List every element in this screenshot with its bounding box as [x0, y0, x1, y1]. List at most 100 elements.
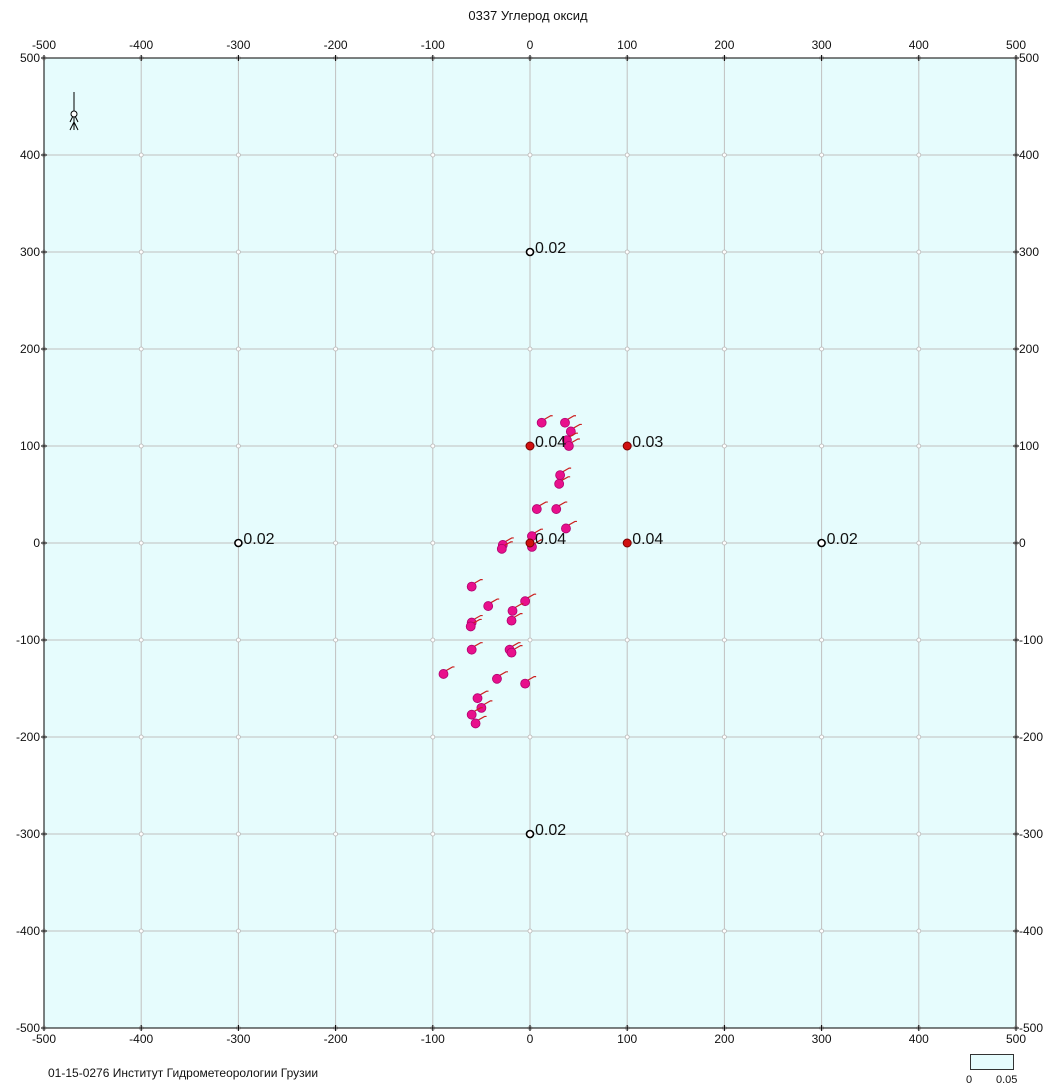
y-tick-label-right: 0	[1019, 536, 1026, 550]
source-flag	[514, 603, 524, 609]
receptor-point	[525, 829, 535, 839]
y-tick-label-right: 200	[1019, 342, 1039, 356]
source-flag	[472, 618, 482, 624]
y-tick-label-left: -400	[16, 924, 40, 938]
source-flag	[489, 598, 500, 604]
source-flag	[526, 593, 537, 599]
x-tick-label-top: -300	[226, 38, 250, 52]
x-tick-label-bottom: -500	[32, 1032, 56, 1046]
x-tick-label-bottom: 400	[909, 1032, 929, 1046]
y-tick-label-right: 500	[1019, 51, 1039, 65]
grid-node	[333, 928, 339, 934]
legend-swatch	[970, 1054, 1014, 1070]
grid-node	[722, 152, 727, 158]
y-tick-label-right: 300	[1019, 245, 1039, 259]
source-point	[472, 693, 483, 704]
source-point	[560, 417, 570, 428]
grid-node	[819, 637, 824, 643]
source-point	[466, 581, 477, 592]
grid-node	[235, 249, 241, 255]
receptor-point	[817, 538, 826, 548]
grid-node	[819, 249, 824, 255]
receptor-label: 0.02	[535, 240, 566, 257]
grid-node	[235, 637, 241, 643]
source-flag	[572, 423, 582, 429]
grid-node	[138, 249, 144, 255]
source-flag	[543, 415, 553, 421]
grid-node	[333, 831, 339, 837]
source-point	[466, 709, 477, 720]
grid-node	[624, 831, 630, 837]
grid-node	[819, 734, 824, 740]
grid-node	[624, 734, 630, 740]
grid-node	[333, 443, 339, 449]
grid-node	[527, 637, 533, 643]
y-tick-label-left: 200	[20, 342, 40, 356]
y-tick-label-left: -300	[16, 827, 40, 841]
grid-node	[624, 637, 630, 643]
grid-node	[235, 152, 241, 158]
grid-node	[430, 928, 436, 934]
x-tick-label-top: 200	[714, 38, 734, 52]
grid-node	[527, 734, 533, 740]
source-flag	[473, 614, 483, 621]
grid-node	[624, 152, 630, 158]
receptor-point	[525, 247, 535, 257]
grid-node	[333, 734, 339, 740]
grid-node	[916, 540, 922, 546]
source-point	[563, 441, 574, 451]
grid-node	[333, 249, 339, 255]
grid-node	[722, 346, 727, 352]
grid-node	[138, 831, 144, 837]
grid-node	[722, 831, 727, 837]
source-flag	[445, 666, 455, 672]
source-flag	[538, 501, 548, 507]
y-tick-label-left: 400	[20, 148, 40, 162]
x-tick-label-top: -400	[129, 38, 153, 52]
source-flag	[533, 528, 543, 534]
y-tick-label-left: -500	[16, 1021, 40, 1035]
grid-node	[430, 346, 436, 352]
receptor-label: 0.02	[243, 531, 274, 548]
y-tick-label-right: -500	[1019, 1021, 1043, 1035]
source-flag	[483, 700, 493, 706]
source-flag	[479, 690, 489, 696]
source-flag	[503, 541, 513, 547]
x-tick-label-top: 500	[1006, 38, 1026, 52]
grid-node	[235, 443, 241, 449]
grid-node	[624, 928, 630, 934]
grid-node	[916, 346, 922, 352]
grid-node	[722, 637, 727, 643]
y-tick-label-left: 100	[20, 439, 40, 453]
source-flag	[566, 415, 576, 421]
grid-node	[138, 152, 144, 158]
y-tick-label-right: 400	[1019, 148, 1039, 162]
receptor-point	[525, 538, 535, 548]
y-tick-label-left: -100	[16, 633, 40, 647]
y-tick-label-right: -100	[1019, 633, 1043, 647]
receptor-label: 0.04	[632, 531, 663, 548]
grid-node	[916, 443, 922, 449]
grid-node	[333, 540, 339, 546]
grid-node	[722, 540, 727, 546]
grid-node	[430, 637, 436, 643]
source-point	[507, 606, 518, 616]
x-tick-label-top: -100	[421, 38, 445, 52]
grid-node	[235, 831, 241, 837]
grid-node	[235, 346, 241, 352]
grid-node	[722, 928, 727, 934]
grid-node	[138, 540, 144, 546]
source-point	[554, 478, 565, 489]
grid-node	[138, 637, 144, 643]
source-flag	[568, 432, 578, 438]
y-tick-label-left: 500	[20, 51, 40, 65]
source-flag	[526, 676, 537, 682]
grid-node	[430, 249, 436, 255]
source-point	[496, 543, 507, 554]
grid-node	[916, 734, 922, 740]
grid-node	[430, 443, 436, 449]
receptor-label: 0.02	[827, 531, 858, 548]
source-flag	[473, 707, 483, 713]
x-tick-label-bottom: 500	[1006, 1032, 1026, 1046]
